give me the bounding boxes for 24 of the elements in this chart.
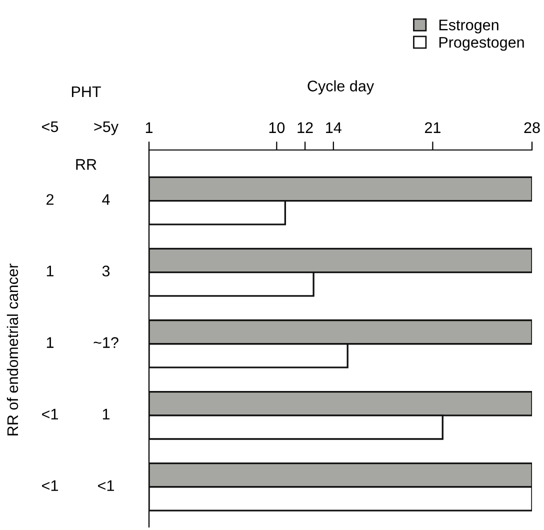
text: 1	[46, 337, 54, 348]
text: 1	[102, 408, 110, 420]
text: 2	[46, 194, 54, 205]
x-tick-label: 12	[298, 122, 313, 133]
text: <1	[42, 408, 58, 420]
text: 1	[46, 266, 54, 276]
text: 4	[102, 194, 110, 205]
text: ~1?	[94, 337, 118, 348]
x-tick-label: 28	[524, 122, 540, 134]
x-tick-label: 10	[269, 122, 285, 134]
x-tick-label: 21	[424, 122, 440, 133]
text: <1	[42, 480, 58, 491]
legend-label: Progestogen	[439, 37, 524, 51]
text: PHT	[72, 86, 101, 97]
legend-label: Estrogen	[439, 20, 498, 34]
x-tick-label: 14	[326, 122, 342, 133]
text: >5y	[94, 121, 118, 136]
text: 3	[102, 266, 110, 276]
text: RR	[76, 159, 96, 170]
text: <5	[42, 121, 58, 132]
text: <1	[98, 480, 114, 491]
text: RR of endometrial cancer	[6, 264, 18, 436]
x-tick-label: 1	[146, 122, 153, 133]
x-axis-title: Cycle day	[308, 80, 374, 94]
